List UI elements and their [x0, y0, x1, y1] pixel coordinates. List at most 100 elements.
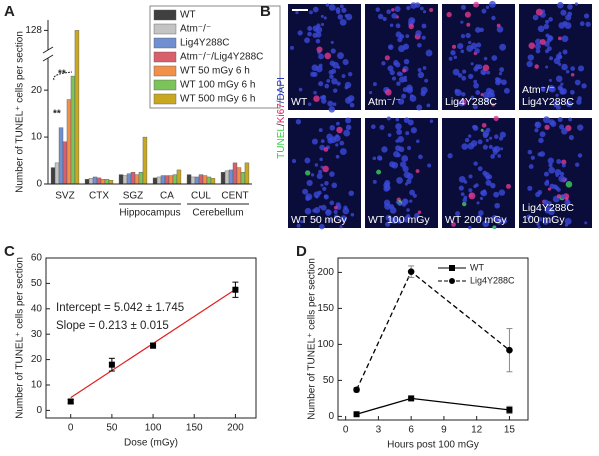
cell-nucleus: [493, 145, 501, 153]
y-tick-label: 60: [31, 253, 43, 264]
cell-nucleus: [490, 154, 495, 159]
cell-nucleus: [343, 129, 351, 137]
cell-nucleus: [417, 42, 422, 48]
cell-nucleus: [415, 30, 422, 37]
group-label: Hippocampus: [119, 208, 180, 219]
cell-nucleus: [383, 182, 390, 189]
cell-nucleus: [457, 73, 463, 78]
cell-nucleus: [298, 87, 303, 92]
cell-nucleus: [468, 192, 476, 200]
y-tick-label: 0: [36, 179, 42, 190]
image-label: Lig4Y288C: [522, 202, 574, 214]
cell-nucleus: [391, 76, 397, 81]
cell-nucleus: [473, 79, 478, 84]
cell-nucleus: [501, 79, 507, 86]
cell-nucleus: [574, 79, 581, 86]
cell-nucleus: [329, 200, 335, 206]
bar: [138, 172, 144, 185]
cell-nucleus: [324, 52, 332, 60]
cell-nucleus: [396, 176, 403, 184]
cell-nucleus: [484, 172, 490, 179]
y-tick-label: 100: [317, 339, 334, 350]
cell-nucleus: [385, 221, 391, 227]
cell-nucleus: [468, 73, 474, 80]
image-background: [365, 118, 438, 228]
stain-label: TUNEL/Ki67/DAPI: [276, 77, 287, 159]
cell-nucleus: [476, 42, 482, 48]
cell-nucleus: [425, 49, 433, 57]
bar: [152, 177, 158, 185]
legend-swatch: [153, 23, 177, 35]
bar: [134, 174, 140, 185]
cell-nucleus: [475, 183, 479, 188]
cell-nucleus: [567, 11, 573, 17]
legend-swatch: [153, 9, 177, 21]
cell-nucleus: [552, 184, 558, 190]
cell-nucleus: [372, 179, 377, 184]
cell-nucleus: [387, 133, 392, 137]
cell-nucleus: [470, 95, 475, 100]
cell-nucleus: [403, 58, 410, 65]
cell-nucleus: [426, 103, 431, 108]
cell-nucleus: [406, 178, 412, 184]
legend-label: Atm⁻/⁻: [180, 24, 211, 35]
cell-nucleus: [335, 121, 340, 126]
image-label: Atm⁻/⁻: [368, 96, 401, 108]
cell-nucleus: [489, 0, 496, 8]
cell-nucleus: [545, 65, 549, 69]
cell-nucleus: [537, 25, 545, 33]
cell-nucleus: [537, 225, 541, 229]
stain-part: /: [276, 123, 287, 126]
cell-nucleus: [568, 117, 573, 122]
cell-nucleus: [560, 88, 567, 95]
x-tick-label: CENT: [221, 191, 248, 202]
cell-nucleus: [527, 54, 535, 61]
cell-nucleus: [570, 89, 575, 95]
cell-nucleus: [461, 75, 467, 81]
cell-nucleus: [468, 225, 472, 230]
cell-nucleus: [526, 214, 532, 220]
cell-nucleus: [498, 136, 504, 141]
cell-nucleus: [468, 134, 472, 138]
cell-nucleus: [568, 135, 574, 141]
cell-nucleus: [307, 102, 312, 107]
cell-nucleus: [322, 186, 327, 192]
legend-marker: [449, 278, 455, 284]
cell-nucleus: [494, 77, 500, 82]
cell-nucleus: [339, 4, 344, 9]
point: [407, 268, 415, 275]
cell-nucleus: [466, 45, 474, 52]
stain-part: Ki67: [276, 103, 287, 123]
cell-nucleus: [389, 204, 395, 210]
cell-nucleus: [485, 5, 490, 9]
cell-nucleus: [429, 119, 434, 123]
cell-nucleus: [344, 97, 352, 104]
cell-nucleus: [307, 31, 312, 37]
cell-nucleus: [344, 14, 348, 18]
micrograph: Lig4Y288C: [442, 0, 515, 110]
cell-nucleus: [489, 136, 493, 140]
cell-nucleus: [497, 154, 502, 158]
micrograph: WT: [288, 3, 361, 113]
cell-nucleus: [391, 218, 398, 224]
cell-nucleus: [480, 93, 484, 97]
cell-nucleus: [332, 88, 338, 93]
point: [353, 411, 360, 418]
cell-nucleus: [406, 145, 412, 151]
cell-nucleus: [427, 163, 432, 168]
cell-nucleus: [304, 207, 312, 215]
cell-nucleus: [398, 45, 406, 53]
cell-nucleus: [537, 217, 543, 222]
legend-label: Lig4Y288C: [470, 275, 515, 285]
cell-nucleus: [526, 60, 533, 68]
cell-nucleus: [398, 202, 402, 206]
micrograph: WT 50 mGy: [288, 117, 361, 230]
legend-label: WT: [180, 10, 196, 21]
cell-nucleus: [561, 63, 568, 71]
cell-nucleus: [376, 155, 383, 161]
bar: [156, 176, 162, 185]
x-tick-label: 12: [471, 425, 483, 436]
cell-nucleus: [496, 25, 504, 33]
bar: [122, 175, 128, 185]
cell-nucleus: [339, 140, 345, 146]
